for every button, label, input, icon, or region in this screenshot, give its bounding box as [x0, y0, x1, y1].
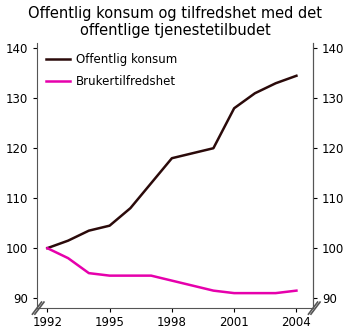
Legend: Offentlig konsum, Brukertilfredshet: Offentlig konsum, Brukertilfredshet	[43, 49, 181, 92]
Title: Offentlig konsum og tilfredshet med det
offentlige tjenestetilbudet: Offentlig konsum og tilfredshet med det …	[28, 6, 322, 38]
